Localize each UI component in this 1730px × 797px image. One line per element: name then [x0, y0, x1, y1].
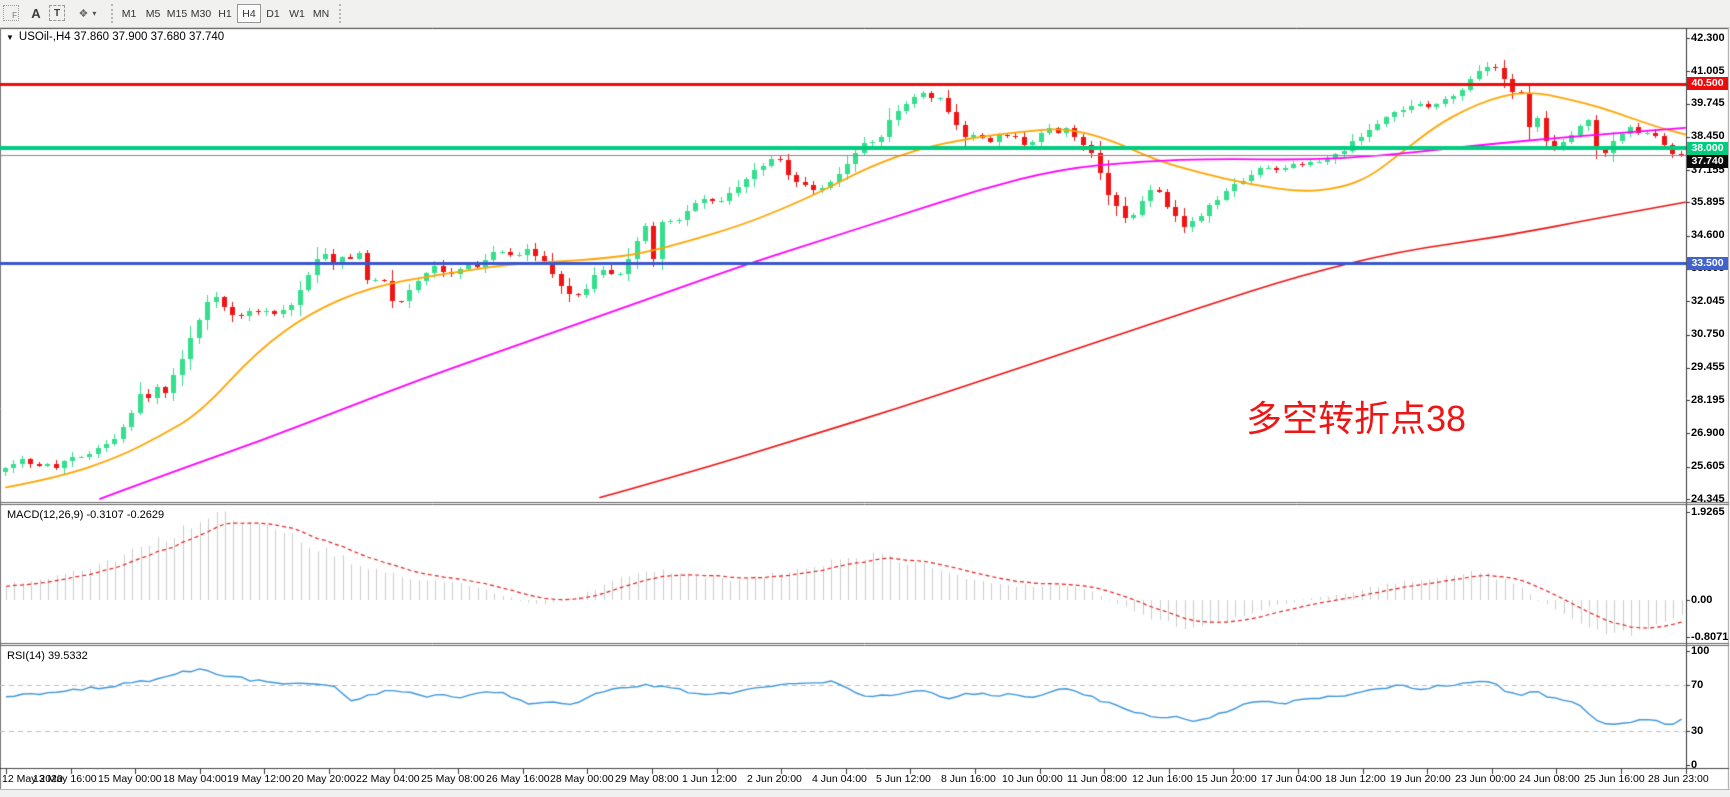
date-tick-label: 22 May 04:00: [356, 773, 420, 785]
price-tick-label: 26.900: [1691, 427, 1725, 439]
rsi-label: RSI(14) 39.5332: [7, 650, 88, 662]
collapse-triangle-icon[interactable]: ▼: [6, 32, 14, 42]
timeframe-button-d1[interactable]: D1: [266, 8, 280, 20]
timeframe-button-w1[interactable]: W1: [289, 8, 305, 20]
window-bottom-edge: [0, 789, 1730, 797]
chevron-down-icon: ▾: [92, 9, 98, 18]
date-tick-label: 5 Jun 12:00: [876, 773, 931, 785]
date-tick-label: 28 May 00:00: [550, 773, 614, 785]
price-tick-label: 29.455: [1691, 361, 1725, 373]
price-tick-label: 39.745: [1691, 97, 1725, 109]
price-tag-pivot-line: 38.000: [1687, 142, 1728, 155]
timeframe-button-group: M1 M5 M15 M30 H1 H4 D1 W1 MN: [117, 4, 333, 23]
price-tick-label: 42.300: [1691, 32, 1725, 44]
chart-annotation-text: 多空转折点38: [1246, 398, 1467, 439]
date-tick-label: 18 Jun 12:00: [1325, 773, 1386, 785]
date-tick-label: 2 Jun 20:00: [747, 773, 802, 785]
date-tick-label: 25 Jun 16:00: [1584, 773, 1645, 785]
date-tick-label: 11 Jun 08:00: [1067, 773, 1127, 785]
date-tick-label: 19 Jun 20:00: [1390, 773, 1451, 785]
date-tick-label: 25 May 08:00: [421, 773, 485, 785]
price-tag-resistance-line: 40.500: [1687, 77, 1728, 90]
shapes-glyph-icon: ❖: [78, 8, 90, 20]
rsi-tick-label: 0: [1691, 759, 1698, 771]
date-tick-label: 23 Jun 00:00: [1455, 773, 1516, 785]
symbol-title: ▼ USOil-,H4 37.860 37.900 37.680 37.740: [6, 31, 224, 43]
date-tick-label: 15 May 00:00: [98, 773, 162, 785]
date-tick-label: 20 May 20:00: [292, 773, 356, 785]
date-tick-label: 8 Jun 16:00: [941, 773, 996, 785]
timeframe-button-m15[interactable]: M15: [166, 8, 188, 20]
date-tick-label: 10 Jun 00:00: [1002, 773, 1063, 785]
date-tick-label: 19 May 12:00: [227, 773, 291, 785]
shapes-tool-icon[interactable]: ❖ ▾: [71, 4, 105, 23]
date-tick-label: 12 May 2020: [2, 773, 63, 785]
price-tag-bid-price-line: 37.740: [1687, 155, 1728, 168]
price-tick-label: 35.895: [1691, 196, 1725, 208]
macd-label: MACD(12,26,9) -0.3107 -0.2629: [7, 509, 165, 521]
price-tick-label: 30.750: [1691, 328, 1725, 340]
macd-tick-label: -0.8071: [1691, 631, 1729, 643]
rsi-tick-label: 100: [1691, 645, 1710, 657]
price-tick-label: 24.345: [1691, 493, 1725, 505]
price-tick-label: 38.450: [1691, 130, 1725, 142]
price-tick-label: 41.005: [1691, 65, 1725, 77]
date-tick-label: 13 May 16:00: [33, 773, 97, 785]
timeframe-button-m30[interactable]: M30: [190, 8, 212, 20]
price-tick-label: 28.195: [1691, 394, 1725, 406]
toolbar-separator: [339, 4, 341, 23]
macd-tick-label: 1.9265: [1691, 506, 1725, 518]
timeframe-button-mn[interactable]: MN: [312, 8, 330, 20]
date-tick-label: 29 May 08:00: [615, 773, 679, 785]
date-tick-label: 1 Jun 12:00: [682, 773, 737, 785]
timeframe-button-h1[interactable]: H1: [218, 8, 232, 20]
rsi-tick-label: 30: [1691, 725, 1704, 737]
date-tick-label: 17 Jun 04:00: [1261, 773, 1322, 785]
symbol-ohlc-text: USOil-,H4 37.860 37.900 37.680 37.740: [18, 31, 225, 43]
text-box-tool-icon[interactable]: T: [49, 5, 65, 21]
date-tick-label: 24 Jun 08:00: [1519, 773, 1580, 785]
price-tag-support-line: 33.500: [1687, 257, 1728, 270]
date-tick-label: 18 May 04:00: [163, 773, 227, 785]
text-label-tool-icon[interactable]: A: [31, 6, 41, 21]
toolbar: F A T ❖ ▾ M1 M5 M15 M30 H1 H4 D1 W1 MN: [0, 0, 1730, 28]
date-tick-label: 28 Jun 23:00: [1648, 773, 1709, 785]
timeframe-button-h4[interactable]: H4: [237, 4, 261, 23]
price-tick-label: 32.045: [1691, 295, 1725, 307]
date-tick-label: 4 Jun 04:00: [812, 773, 867, 785]
date-tick-label: 12 Jun 16:00: [1132, 773, 1193, 785]
timeframe-button-m5[interactable]: M5: [145, 8, 161, 20]
date-tick-label: 26 May 16:00: [486, 773, 550, 785]
indicator-window-icon[interactable]: F: [3, 5, 19, 21]
price-tick-label: 34.600: [1691, 229, 1725, 241]
toolbar-separator: [111, 4, 113, 23]
macd-tick-label: 0.00: [1691, 594, 1713, 606]
price-tick-label: 25.605: [1691, 460, 1725, 472]
timeframe-button-m1[interactable]: M1: [121, 8, 137, 20]
date-tick-label: 15 Jun 20:00: [1196, 773, 1257, 785]
rsi-tick-label: 70: [1691, 679, 1704, 691]
